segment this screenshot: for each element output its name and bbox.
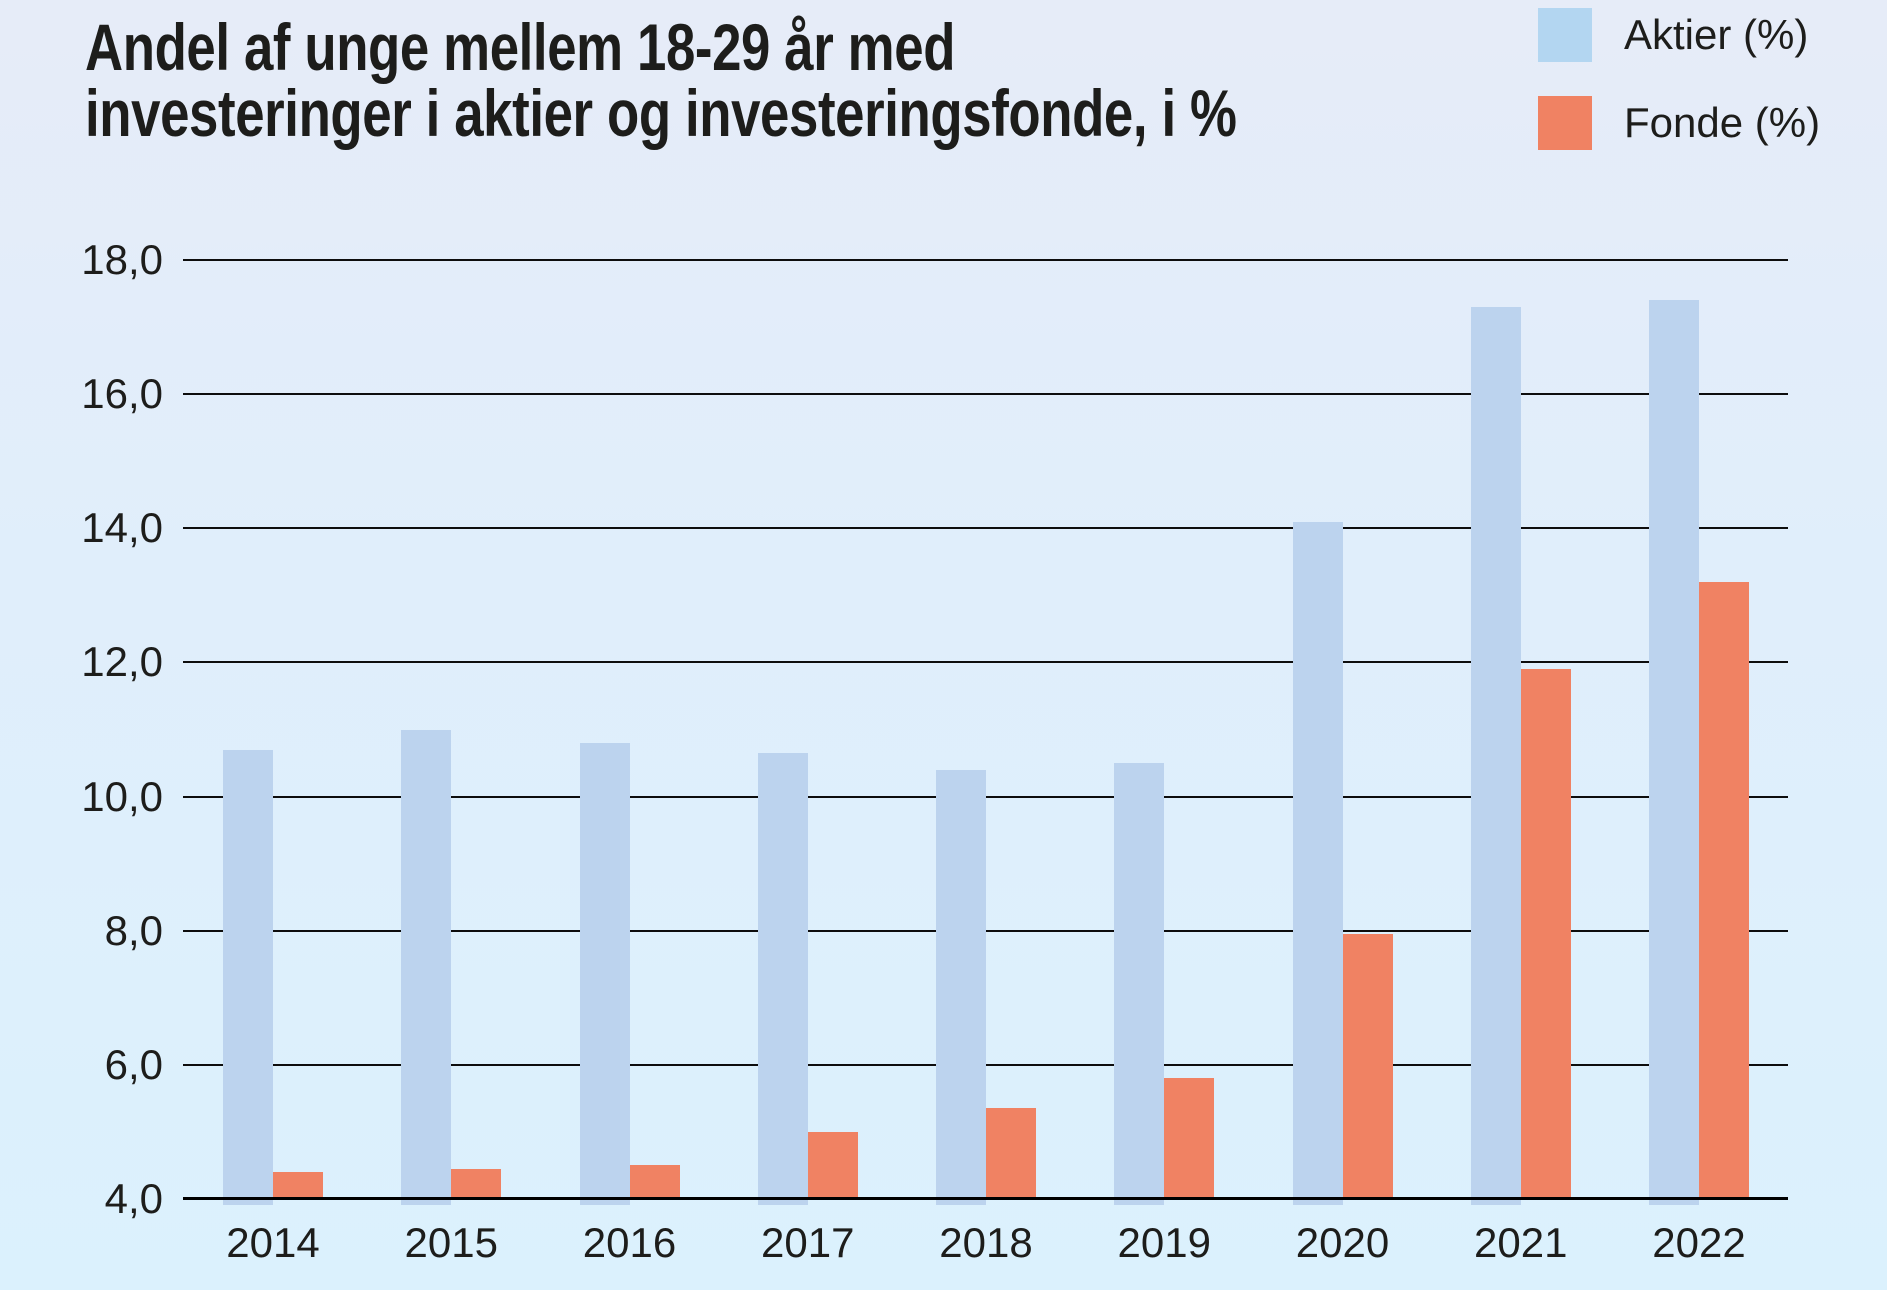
y-tick-label-6,0: 6,0 (104, 1040, 163, 1088)
bar-fonde-2017 (807, 1131, 858, 1199)
x-tick-label-2021: 2021 (1474, 1219, 1568, 1266)
bar-aktier-2021 (1470, 306, 1521, 1205)
chart-area: 4,0 6,0 8,0 10,0 12,0 14,0 16,0 18,0 2014 2015 20… (0, 236, 1887, 1266)
bar-fonde-2015 (451, 1168, 502, 1199)
legend-swatch-fonde (1538, 96, 1592, 150)
y-tick-label-12,0: 12,0 (81, 638, 163, 686)
legend-item-fonde: Fonde (%) (1538, 96, 1820, 150)
bar-fonde-2018 (986, 1108, 1036, 1199)
y-tick-label-18,0: 18,0 (81, 236, 163, 283)
bar-aktier-2020 (1292, 521, 1343, 1205)
chart-title-line2: investeringer i aktier og investeringsfo… (85, 76, 1237, 150)
gridline-y-18,0 (183, 259, 1788, 261)
bar-fonde-2022 (1699, 581, 1749, 1199)
x-tick-label-2018: 2018 (939, 1219, 1033, 1266)
y-tick-label-10,0: 10,0 (81, 772, 163, 820)
bar-aktier-2018 (936, 769, 986, 1205)
chart-legend: Aktier (%) Fonde (%) (1538, 8, 1820, 184)
y-tick-label-8,0: 8,0 (104, 906, 163, 954)
legend-swatch-aktier (1538, 8, 1592, 62)
bar-fonde-2020 (1342, 934, 1393, 1199)
plot-area (183, 259, 1788, 1205)
bar-aktier-2019 (1114, 763, 1165, 1205)
bar-aktier-2014 (223, 749, 273, 1205)
y-tick-label-14,0: 14,0 (81, 504, 163, 552)
bar-fonde-2014 (273, 1172, 323, 1199)
x-tick-label-2015: 2015 (404, 1219, 498, 1266)
gridline-y-14,0 (183, 527, 1788, 530)
bar-fonde-2016 (629, 1165, 680, 1199)
bar-aktier-2015 (401, 729, 452, 1205)
legend-item-aktier: Aktier (%) (1538, 8, 1820, 62)
gridline-y-16,0 (183, 393, 1788, 396)
chart-title: Andel af unge mellem 18-29 år med invest… (85, 14, 1524, 146)
legend-label-aktier: Aktier (%) (1624, 11, 1809, 58)
x-axis-baseline (183, 1197, 1788, 1200)
bar-aktier-2016 (579, 742, 630, 1205)
bar-aktier-2022 (1649, 300, 1699, 1205)
y-axis: 4,0 6,0 8,0 10,0 12,0 14,0 16,0 18,0 (0, 236, 163, 1222)
chart-title-line1: Andel af unge mellem 18-29 år med (85, 10, 956, 84)
x-tick-label-2016: 2016 (582, 1219, 677, 1266)
x-tick-label-2014: 2014 (226, 1219, 320, 1266)
bar-fonde-2021 (1520, 669, 1571, 1199)
x-axis: 2014 2015 2016 2017 2018 2019 2020 2021 2022 (183, 1199, 1788, 1289)
x-tick-label-2017: 2017 (761, 1219, 855, 1266)
y-tick-label-16,0: 16,0 (81, 370, 163, 418)
x-tick-label-2020: 2020 (1295, 1219, 1390, 1266)
x-tick-label-2022: 2022 (1652, 1219, 1746, 1266)
bar-aktier-2017 (757, 752, 808, 1205)
y-tick-label-4,0: 4,0 (104, 1175, 163, 1222)
legend-label-fonde: Fonde (%) (1624, 99, 1821, 146)
gridline-y-12,0 (183, 661, 1788, 664)
x-tick-label-2019: 2019 (1117, 1219, 1211, 1266)
bar-fonde-2019 (1164, 1078, 1215, 1199)
